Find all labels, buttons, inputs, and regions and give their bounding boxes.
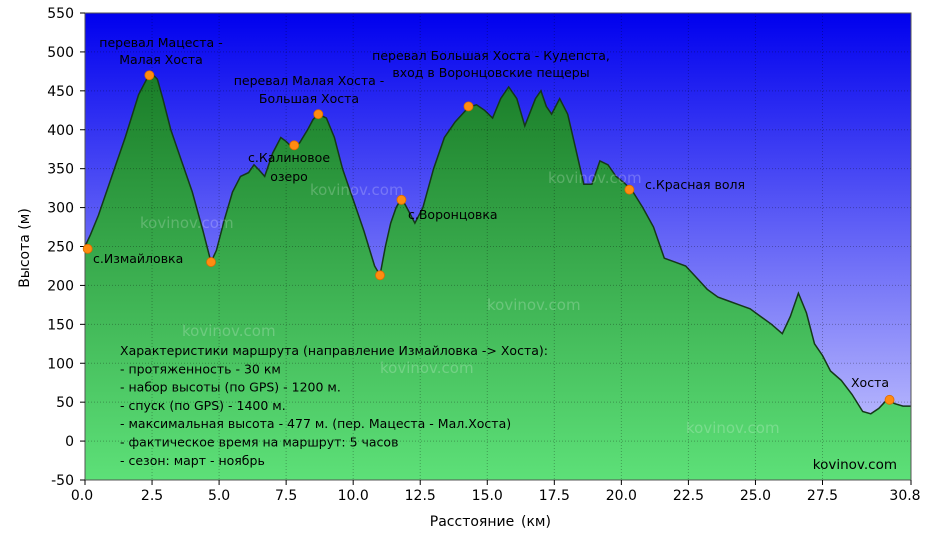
x-axis-unit: (км) (521, 514, 551, 530)
waypoint-label: Большая Хоста (259, 91, 359, 106)
waypoint-label: Малая Хоста (119, 52, 203, 67)
y-tick-label: 550 (47, 6, 74, 22)
waypoint-marker[interactable] (206, 257, 216, 267)
waypoint-label: с.Воронцовка (408, 207, 498, 222)
waypoint-label: с.Калиновое (248, 150, 330, 165)
waypoint-label: озеро (270, 169, 308, 184)
route-info-line: - набор высоты (по GPS) - 1200 м. (120, 380, 341, 395)
waypoint-label: с.Красная воля (645, 177, 745, 192)
x-tick-label: 10.0 (338, 488, 369, 504)
y-tick-label: 200 (47, 278, 74, 294)
route-info-line: - сезон: март - ноябрь (120, 453, 265, 468)
x-tick-label: 17.5 (539, 488, 570, 504)
waypoint-label: вход в Воронцовские пещеры (392, 65, 589, 80)
x-tick-label: 12.5 (405, 488, 436, 504)
waypoint-marker[interactable] (313, 109, 324, 120)
x-axis-title: Расстояние (430, 514, 514, 530)
y-tick-label: 150 (47, 317, 74, 333)
x-tick-label: 5.0 (208, 488, 230, 504)
y-tick-label: 300 (47, 201, 74, 217)
watermark-text: kovinov.com (310, 181, 404, 199)
waypoint-marker[interactable] (289, 140, 300, 151)
waypoint-label: перевал Малая Хоста - (234, 73, 385, 88)
y-tick-label: 350 (47, 162, 74, 178)
x-tick-label: 30.8 (889, 488, 920, 504)
waypoint-marker[interactable] (144, 70, 155, 81)
x-tick-label: 20.0 (606, 488, 637, 504)
x-tick-label: 2.5 (141, 488, 163, 504)
waypoint-marker[interactable] (375, 270, 385, 281)
y-tick-label: 400 (47, 123, 74, 139)
y-tick-label: 250 (47, 240, 74, 256)
route-info-line: - фактическое время на маршрут: 5 часов (120, 435, 398, 450)
watermark-text: kovinov.com (380, 359, 474, 377)
watermark-text: kovinov.com (140, 214, 234, 232)
route-info-line: - спуск (по GPS) - 1400 м. (120, 398, 286, 413)
x-tick-label: 0.0 (71, 488, 93, 504)
x-tick-label: 15.0 (472, 488, 503, 504)
site-credit: kovinov.com (813, 457, 897, 473)
route-info-line: - максимальная высота - 477 м. (пер. Мац… (120, 416, 511, 431)
x-tick-label: 25.0 (740, 488, 771, 504)
elevation-line (84, 72, 911, 415)
waypoint-label: перевал Мацеста - (99, 35, 222, 50)
watermark-text: kovinov.com (182, 322, 276, 340)
waypoint-marker[interactable] (396, 194, 407, 205)
watermark-text: kovinov.com (487, 296, 581, 314)
waypoint-marker[interactable] (884, 394, 895, 405)
x-tick-label: 22.5 (673, 488, 704, 504)
route-info-heading: Характеристики маршрута (направление Изм… (120, 343, 548, 358)
waypoint-marker[interactable] (624, 184, 635, 195)
y-tick-label: 500 (47, 45, 74, 61)
x-tick-label: 7.5 (275, 488, 297, 504)
y-tick-label: 450 (47, 84, 74, 100)
route-info-line: - протяженность - 30 км (120, 361, 281, 376)
x-tick-label: 27.5 (807, 488, 838, 504)
waypoint-label: перевал Большая Хоста - Кудепста, (372, 48, 610, 63)
y-axis-title: Высота (м) (17, 208, 33, 288)
waypoint-label: Хоста (851, 375, 889, 390)
y-tick-label: 100 (47, 356, 74, 372)
watermark-text: kovinov.com (548, 169, 642, 187)
waypoint-marker[interactable] (82, 243, 93, 254)
y-tick-label: -50 (51, 473, 74, 489)
y-tick-label: 0 (65, 434, 74, 450)
waypoint-marker[interactable] (463, 101, 474, 112)
y-tick-label: 50 (56, 395, 74, 411)
waypoint-label: с.Измайловка (93, 251, 183, 266)
elevation-area (85, 73, 911, 480)
watermark-text: kovinov.com (686, 419, 780, 437)
